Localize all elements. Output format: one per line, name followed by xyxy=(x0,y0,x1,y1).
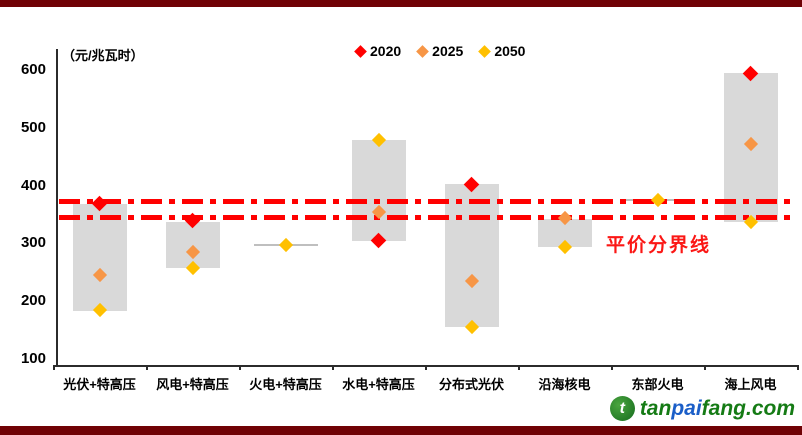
logo-text-part: pai xyxy=(671,396,702,420)
parity-reference-line xyxy=(59,198,793,204)
range-bar xyxy=(165,221,220,268)
x-axis-category-label: 水电+特高压 xyxy=(342,377,415,392)
x-axis-category-label: 沿海核电 xyxy=(538,377,591,392)
legend-item-2020: 2020 xyxy=(354,43,402,59)
y-axis-tick-label: 500 xyxy=(20,118,46,136)
range-bar xyxy=(72,204,127,312)
legend-marker-2025 xyxy=(416,44,430,58)
legend-marker-2050 xyxy=(478,44,492,58)
x-axis-tick xyxy=(797,365,799,370)
x-axis-tick xyxy=(53,365,55,370)
y-axis-unit-label: （元/兆瓦时） xyxy=(62,48,144,63)
parity-line-label: 平价分界线 xyxy=(606,235,712,256)
legend-item-2025: 2025 xyxy=(416,43,464,59)
x-axis-category-label: 火电+特高压 xyxy=(249,377,322,392)
legend-item-2050: 2050 xyxy=(478,43,526,59)
data-point-2050 xyxy=(650,193,665,208)
y-axis-tick-label: 100 xyxy=(20,350,46,367)
x-axis-category-label: 东部火电 xyxy=(631,377,684,392)
x-axis-tick xyxy=(611,365,613,370)
legend-label-2025: 2025 xyxy=(432,43,464,59)
y-axis-tick-label: 400 xyxy=(20,176,46,194)
x-axis-tick xyxy=(704,365,706,370)
y-axis-tick-label: 200 xyxy=(20,292,46,310)
x-axis-category-label: 海上风电 xyxy=(724,377,777,392)
x-axis-tick xyxy=(425,365,427,370)
legend-label-2020: 2020 xyxy=(370,43,402,59)
bottom-border-bar xyxy=(0,426,802,435)
legend-label-2050: 2050 xyxy=(494,43,526,59)
y-axis-tick-label: 300 xyxy=(20,234,46,252)
legend: 2020 2025 2050 xyxy=(354,43,526,59)
x-axis-category-label: 风电+特高压 xyxy=(156,377,229,392)
chart-area: （元/兆瓦时） 2020 2025 2050 600 500 400 300 200 100 光… xyxy=(0,7,802,397)
y-axis-line xyxy=(56,49,58,365)
legend-marker-2020 xyxy=(354,44,367,58)
data-point-2050 xyxy=(278,238,293,253)
tanpaifang-logo-icon: t xyxy=(609,396,635,421)
top-border-bar xyxy=(0,0,802,7)
x-axis-tick xyxy=(332,365,334,370)
logo-text-part: .com xyxy=(745,396,795,420)
tanpaifang-logo[interactable]: t tanpaifang.com xyxy=(609,396,795,421)
x-axis-category-label: 光伏+特高压 xyxy=(63,377,136,392)
x-axis-tick xyxy=(518,365,520,370)
range-bar xyxy=(444,184,499,328)
logo-text-part: fang xyxy=(701,396,746,420)
y-axis-tick-label: 600 xyxy=(20,61,46,78)
range-bar xyxy=(351,139,406,241)
x-axis-tick xyxy=(239,365,241,370)
parity-reference-line xyxy=(59,214,793,220)
logo-text-part: tan xyxy=(639,396,672,420)
tanpaifang-logo-text: tanpaifang.com xyxy=(640,397,795,421)
x-axis-tick xyxy=(146,365,148,370)
x-axis-category-label: 分布式光伏 xyxy=(438,377,504,392)
